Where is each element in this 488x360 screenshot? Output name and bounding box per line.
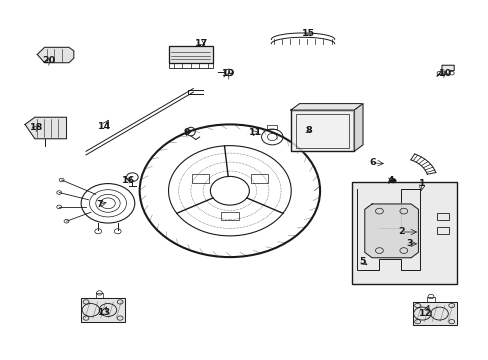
Bar: [81, 298, 125, 321]
Text: 5: 5: [359, 257, 365, 266]
Text: 19: 19: [222, 69, 235, 78]
Bar: [250, 174, 267, 183]
Text: 8: 8: [305, 126, 312, 135]
Polygon shape: [290, 104, 362, 110]
Bar: [96, 293, 103, 298]
Text: 1: 1: [418, 179, 425, 188]
Text: 4: 4: [386, 176, 393, 185]
Polygon shape: [25, 117, 66, 139]
Polygon shape: [37, 47, 74, 63]
Bar: [290, 110, 353, 151]
Polygon shape: [81, 298, 125, 321]
Circle shape: [389, 179, 395, 183]
Polygon shape: [364, 204, 418, 258]
Text: 7: 7: [96, 200, 103, 209]
Bar: [168, 45, 212, 63]
Text: 6: 6: [368, 158, 375, 167]
Bar: [412, 302, 456, 325]
Bar: [427, 297, 434, 302]
Bar: [436, 213, 448, 220]
Text: 18: 18: [30, 123, 43, 132]
Text: 13: 13: [97, 308, 110, 317]
Bar: [168, 63, 212, 68]
Bar: [295, 114, 348, 148]
Text: 16: 16: [122, 176, 135, 185]
Polygon shape: [436, 65, 453, 76]
Bar: [351, 182, 456, 284]
Polygon shape: [290, 110, 353, 151]
Bar: [191, 174, 209, 183]
Text: 3: 3: [405, 239, 412, 248]
Polygon shape: [412, 302, 456, 325]
Bar: [436, 227, 448, 234]
Text: 10: 10: [438, 69, 451, 78]
Text: 20: 20: [42, 57, 55, 66]
Text: 9: 9: [183, 128, 190, 137]
Text: 2: 2: [397, 228, 404, 237]
Bar: [221, 212, 238, 220]
Text: 14: 14: [97, 122, 110, 131]
Text: 11: 11: [248, 128, 261, 137]
Text: 12: 12: [418, 309, 431, 318]
Text: 17: 17: [195, 39, 208, 48]
Polygon shape: [353, 104, 362, 151]
Polygon shape: [168, 45, 212, 63]
Text: 15: 15: [302, 29, 315, 38]
Bar: [267, 125, 277, 129]
